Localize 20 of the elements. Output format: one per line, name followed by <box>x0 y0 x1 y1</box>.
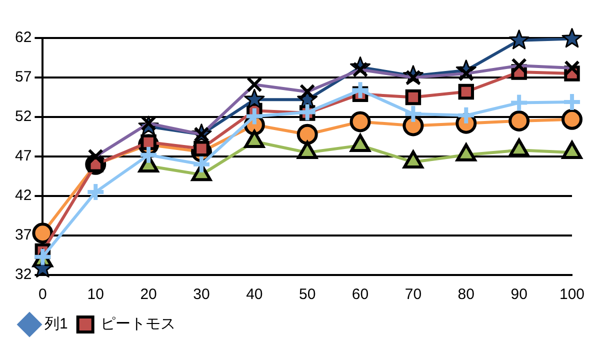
x-tick-label: 100 <box>559 286 585 304</box>
x-tick-label: 70 <box>404 286 422 304</box>
y-tick-label: 57 <box>14 68 32 86</box>
x-tick-label: 30 <box>193 286 210 304</box>
y-tick-label: 32 <box>14 266 32 284</box>
x-tick-label: 10 <box>87 286 104 304</box>
y-tick-label: 47 <box>14 148 32 165</box>
x-tick-label: 40 <box>246 286 263 304</box>
x-tick-label: 20 <box>140 286 157 304</box>
x-tick-label: 90 <box>510 286 528 304</box>
x-tick-label: 50 <box>299 286 316 304</box>
x-tick-label: 60 <box>352 286 369 304</box>
y-tick-label: 37 <box>14 226 32 244</box>
legend-label: 列1 <box>44 316 68 333</box>
x-tick-label: 80 <box>458 286 474 304</box>
y-tick-label: 52 <box>14 108 32 126</box>
x-tick-label: 0 <box>38 286 47 304</box>
y-tick-label: 62 <box>14 29 32 46</box>
y-tick-label: 42 <box>14 187 32 204</box>
legend-label: ピートモス <box>100 316 176 333</box>
